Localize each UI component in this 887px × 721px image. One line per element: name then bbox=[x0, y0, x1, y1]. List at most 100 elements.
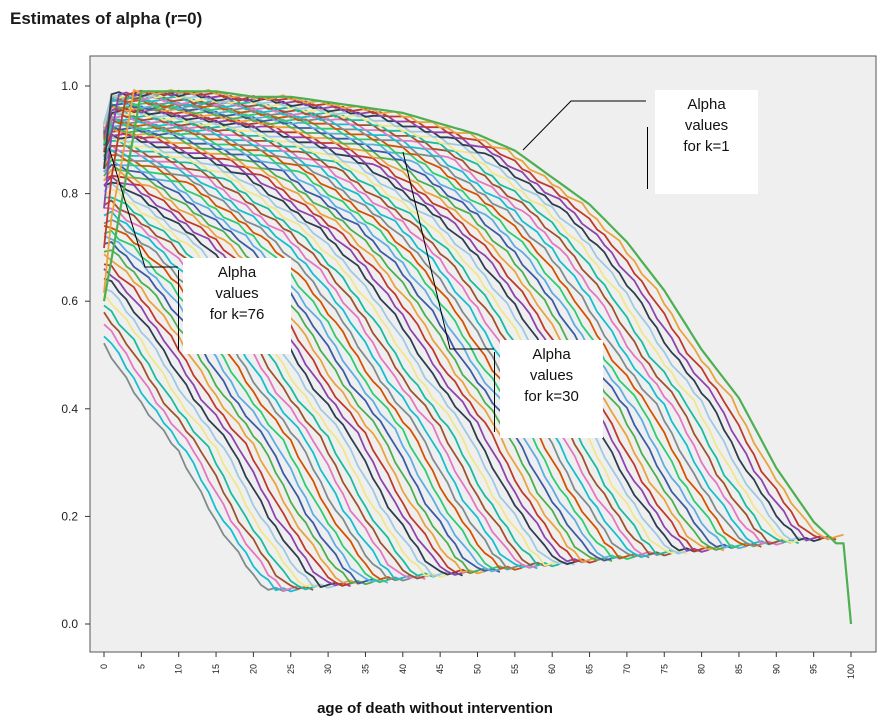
leader-k1 bbox=[522, 100, 646, 151]
series-line-k56 bbox=[104, 196, 441, 578]
x-tick-label-1: 5 bbox=[136, 664, 146, 669]
x-axis-label: age of death without intervention bbox=[317, 700, 553, 717]
series-line-k22 bbox=[103, 108, 695, 555]
series-line-k46 bbox=[103, 159, 516, 571]
y-tick-label-2: 0.4 bbox=[61, 402, 78, 416]
series-line-k20 bbox=[103, 107, 710, 553]
series-line-k59 bbox=[103, 210, 419, 581]
x-tick-label-4: 20 bbox=[248, 664, 258, 674]
series-line-k75 bbox=[103, 335, 299, 593]
series-line-k17 bbox=[103, 103, 732, 551]
series-layer bbox=[102, 89, 853, 625]
callout-leaders bbox=[108, 100, 646, 350]
series-line-k18 bbox=[103, 105, 725, 552]
series-line-k5 bbox=[103, 91, 822, 542]
callout-k76-bar bbox=[178, 270, 179, 350]
series-line-k42 bbox=[103, 144, 545, 569]
series-line-k6 bbox=[103, 91, 814, 542]
series-line-k3 bbox=[103, 89, 837, 541]
series-line-k63 bbox=[103, 235, 389, 584]
axis-layer: 0.0 0.2 0.4 0.6 0.8 1.0 0 5 10 15 20 25 30 35 40 45 50 55… bbox=[61, 79, 856, 679]
callout-k1-line2: values bbox=[684, 117, 729, 134]
series-line-k29 bbox=[103, 118, 643, 560]
series-line-k40 bbox=[103, 139, 560, 568]
callout-k76-line1: Alpha bbox=[217, 264, 257, 281]
chart-title: Estimates of alpha (r=0) bbox=[10, 9, 203, 28]
series-line-k67 bbox=[103, 263, 359, 587]
y-tick-label-1: 0.2 bbox=[61, 509, 78, 523]
series-line-k65 bbox=[103, 249, 374, 586]
series-line-k33 bbox=[103, 127, 613, 563]
x-tick-label-14: 70 bbox=[622, 664, 632, 674]
callout-k1-line3: for k=1 bbox=[683, 138, 730, 155]
series-line-k76 bbox=[103, 342, 292, 592]
series-line-k45 bbox=[103, 154, 523, 571]
series-line-k14 bbox=[103, 97, 755, 549]
series-line-k44 bbox=[103, 149, 531, 570]
x-tick-label-13: 65 bbox=[585, 664, 595, 674]
series-line-k1 bbox=[102, 90, 853, 625]
leader-k76 bbox=[108, 147, 178, 268]
x-tick-label-2: 10 bbox=[174, 664, 184, 674]
callout-k1: Alpha values for k=1 bbox=[655, 90, 758, 194]
x-tick-label-20: 100 bbox=[846, 664, 856, 679]
x-tick-label-5: 25 bbox=[286, 664, 296, 674]
series-line-k26 bbox=[103, 114, 665, 556]
series-line-k71 bbox=[103, 292, 329, 589]
series-line-k60 bbox=[103, 218, 411, 582]
series-line-k23 bbox=[103, 110, 688, 555]
series-line-k72 bbox=[103, 304, 321, 591]
x-tick-label-12: 60 bbox=[547, 664, 557, 674]
callout-k30-bar bbox=[494, 352, 495, 432]
series-line-k43 bbox=[103, 149, 538, 570]
x-tick-label-10: 50 bbox=[473, 664, 483, 674]
series-line-k31 bbox=[103, 123, 628, 560]
callout-k30-line1: Alpha bbox=[532, 346, 571, 363]
x-tick-label-3: 15 bbox=[211, 664, 221, 674]
x-tick-label-15: 75 bbox=[659, 664, 669, 674]
series-line-k48 bbox=[103, 163, 501, 573]
series-line-k64 bbox=[103, 241, 381, 585]
series-line-k49 bbox=[103, 163, 493, 574]
series-line-k38 bbox=[103, 136, 575, 566]
callout-k30-line2: values bbox=[529, 367, 574, 384]
series-line-k50 bbox=[103, 168, 486, 575]
series-line-k73 bbox=[103, 311, 314, 591]
series-line-k70 bbox=[103, 287, 336, 589]
series-line-k2 bbox=[103, 89, 844, 540]
x-tick-label-16: 80 bbox=[697, 664, 707, 674]
series-line-k16 bbox=[103, 102, 740, 549]
series-line-k32 bbox=[103, 124, 620, 562]
x-tick-label-11: 55 bbox=[510, 664, 520, 674]
callout-k1-bar bbox=[647, 127, 648, 189]
series-line-k68 bbox=[103, 268, 351, 588]
series-line-k10 bbox=[103, 94, 785, 546]
callout-k30-line3: for k=30 bbox=[524, 388, 579, 405]
series-line-k39 bbox=[103, 135, 568, 567]
x-tick-label-6: 30 bbox=[323, 664, 333, 674]
x-tick-label-0: 0 bbox=[99, 664, 109, 669]
y-tick-label-5: 1.0 bbox=[61, 79, 78, 93]
callout-k76-line2: values bbox=[215, 285, 259, 302]
y-tick-label-3: 0.6 bbox=[61, 294, 78, 308]
series-line-k12 bbox=[103, 96, 770, 548]
callout-k30: Alpha values for k=30 bbox=[500, 340, 603, 438]
x-tick-label-7: 35 bbox=[360, 664, 370, 674]
series-line-k57 bbox=[103, 199, 433, 580]
series-line-k61 bbox=[103, 225, 404, 582]
series-line-k25 bbox=[103, 112, 672, 557]
x-tick-label-17: 85 bbox=[734, 664, 744, 674]
series-line-k66 bbox=[103, 253, 366, 585]
series-line-k27 bbox=[103, 115, 658, 558]
series-line-k37 bbox=[103, 133, 583, 565]
x-tick-label-18: 90 bbox=[771, 664, 781, 674]
x-tick-label-8: 40 bbox=[398, 664, 408, 674]
leader-k30 bbox=[402, 151, 494, 350]
x-tick-label-9: 45 bbox=[435, 664, 445, 674]
series-line-k58 bbox=[103, 206, 426, 581]
x-tick-label-19: 95 bbox=[809, 664, 819, 674]
callout-k76-line3: for k=76 bbox=[209, 306, 265, 323]
series-line-k35 bbox=[103, 129, 598, 564]
callout-k76: Alpha values for k=76 bbox=[183, 258, 291, 354]
series-line-k36 bbox=[103, 132, 590, 564]
